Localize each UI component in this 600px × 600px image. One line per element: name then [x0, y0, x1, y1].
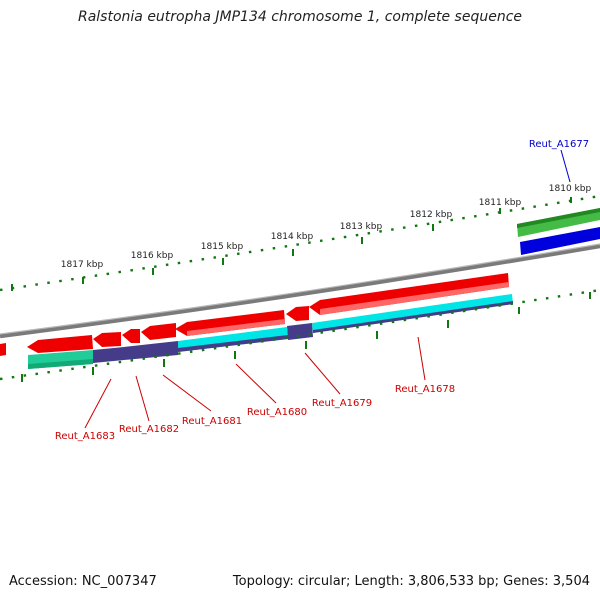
inner-scale-ring — [0, 288, 600, 381]
scale-label-1810: 1810 kbp — [549, 184, 592, 194]
outer-scale-ring — [0, 194, 600, 292]
cds-reut-a1677[interactable] — [520, 227, 600, 255]
accession-text: Accession: NC_007347 — [9, 574, 157, 589]
scale-label-1817: 1817 kbp — [61, 260, 104, 270]
scale-label-1811: 1811 kbp — [479, 198, 522, 208]
gene-reut-a1677-shade — [517, 208, 600, 228]
label-leaders — [84, 336, 426, 429]
map-title: Ralstonia eutropha JMP134 chromosome 1, … — [77, 9, 522, 25]
forward-genes — [517, 208, 600, 255]
gene-label-reut-a1681[interactable]: Reut_A1681 — [182, 416, 242, 427]
topology-info-text: Topology: circular; Length: 3,806,533 bp… — [232, 574, 590, 589]
scale-label-1815: 1815 kbp — [201, 242, 244, 252]
leader-reut-a1677 — [560, 149, 571, 183]
gene-label-reut-a1678[interactable]: Reut_A1678 — [395, 384, 455, 395]
gene-label-reut-a1677[interactable]: Reut_A1677 — [529, 139, 589, 150]
gene-label-reut-a1679[interactable]: Reut_A1679 — [312, 398, 372, 409]
cds-track — [28, 294, 513, 369]
gene-reut-a1683-part[interactable] — [93, 332, 121, 347]
gene-reut-a1681[interactable] — [141, 323, 176, 340]
gene-reut-a1679[interactable] — [286, 306, 309, 321]
scale-label-1813: 1813 kbp — [340, 222, 383, 232]
cds-reut-a1679[interactable] — [287, 323, 313, 340]
gene-reut-a1683[interactable] — [27, 335, 93, 353]
reverse-genes — [0, 273, 509, 356]
cds-reut-a1682[interactable] — [93, 347, 124, 363]
gene-left-edge[interactable] — [0, 343, 6, 356]
gene-label-reut-a1682[interactable]: Reut_A1682 — [119, 424, 179, 435]
gene-label-reut-a1680[interactable]: Reut_A1680 — [247, 407, 307, 418]
outer-major-ticks — [11, 197, 572, 291]
scale-label-1816: 1816 kbp — [131, 251, 174, 261]
inner-major-ticks — [21, 292, 591, 382]
chromosome-backbone — [0, 243, 600, 339]
scale-label-1814: 1814 kbp — [271, 232, 314, 242]
gene-reut-a1682[interactable] — [122, 329, 140, 343]
scale-label-1812: 1812 kbp — [410, 210, 453, 220]
cds-reut-a1681[interactable] — [124, 341, 178, 360]
gene-label-reut-a1683[interactable]: Reut_A1683 — [55, 431, 115, 442]
